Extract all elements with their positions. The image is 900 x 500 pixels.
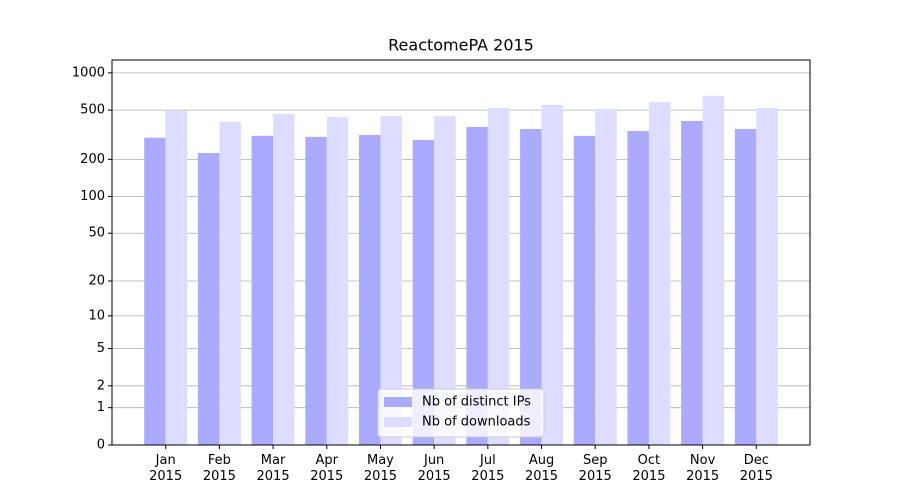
legend: Nb of distinct IPs Nb of downloads [377,388,545,438]
y-tick-label: 200 [80,152,105,167]
bar [681,120,703,446]
legend-label: Nb of distinct IPs [422,395,531,410]
y-tick-label: 20 [88,274,105,289]
chart-title: ReactomePA 2015 [388,36,534,55]
bar [412,139,435,446]
bar [520,129,542,446]
y-tick-label: 1 [97,400,105,415]
bar [144,137,166,445]
y-tick-label: 0 [97,438,105,453]
legend-swatch [384,397,412,407]
bar [219,121,241,446]
x-tick-label: Sep 2015 [578,453,612,484]
bar [627,131,649,445]
x-tick-label: Apr 2015 [310,453,344,484]
x-tick-label: Jul 2015 [471,453,505,484]
bar [251,135,274,446]
plot-frame [111,59,811,446]
x-tick-label: Nov 2015 [686,453,720,484]
y-tick-label: 500 [80,103,105,118]
legend-swatch [384,417,412,427]
legend-label: Nb of downloads [422,415,531,430]
bar [595,108,617,445]
bar [648,101,671,445]
bar [380,115,402,445]
x-tick-label: Aug 2015 [524,453,559,484]
bar [197,153,220,445]
x-tick-label: May 2015 [363,453,397,484]
y-tick-label: 50 [88,226,105,241]
bar [434,116,456,445]
bar [734,129,757,446]
bar [487,107,510,446]
bar [756,107,778,446]
bar [541,104,564,445]
bar [326,116,349,446]
y-tick-label: 10 [88,308,105,323]
y-tick-label: 100 [80,189,105,204]
legend-box [377,388,545,438]
bar [358,134,381,445]
bar [466,126,488,445]
bar [273,113,295,446]
bar [702,95,725,445]
y-tick-label: 1000 [72,65,105,80]
x-tick-label: Mar 2015 [256,453,290,484]
bar [305,136,327,445]
x-tick-label: Dec 2015 [739,453,773,484]
y-tick-label: 2 [97,378,105,393]
bar [573,135,596,446]
bar [165,110,188,446]
x-tick-label: Jan 2015 [149,453,183,484]
x-tick-label: Jun 2015 [417,453,451,484]
x-tick-label: Feb 2015 [202,453,236,484]
x-tick-label: Oct 2015 [632,453,666,484]
y-tick-label: 5 [97,341,105,356]
